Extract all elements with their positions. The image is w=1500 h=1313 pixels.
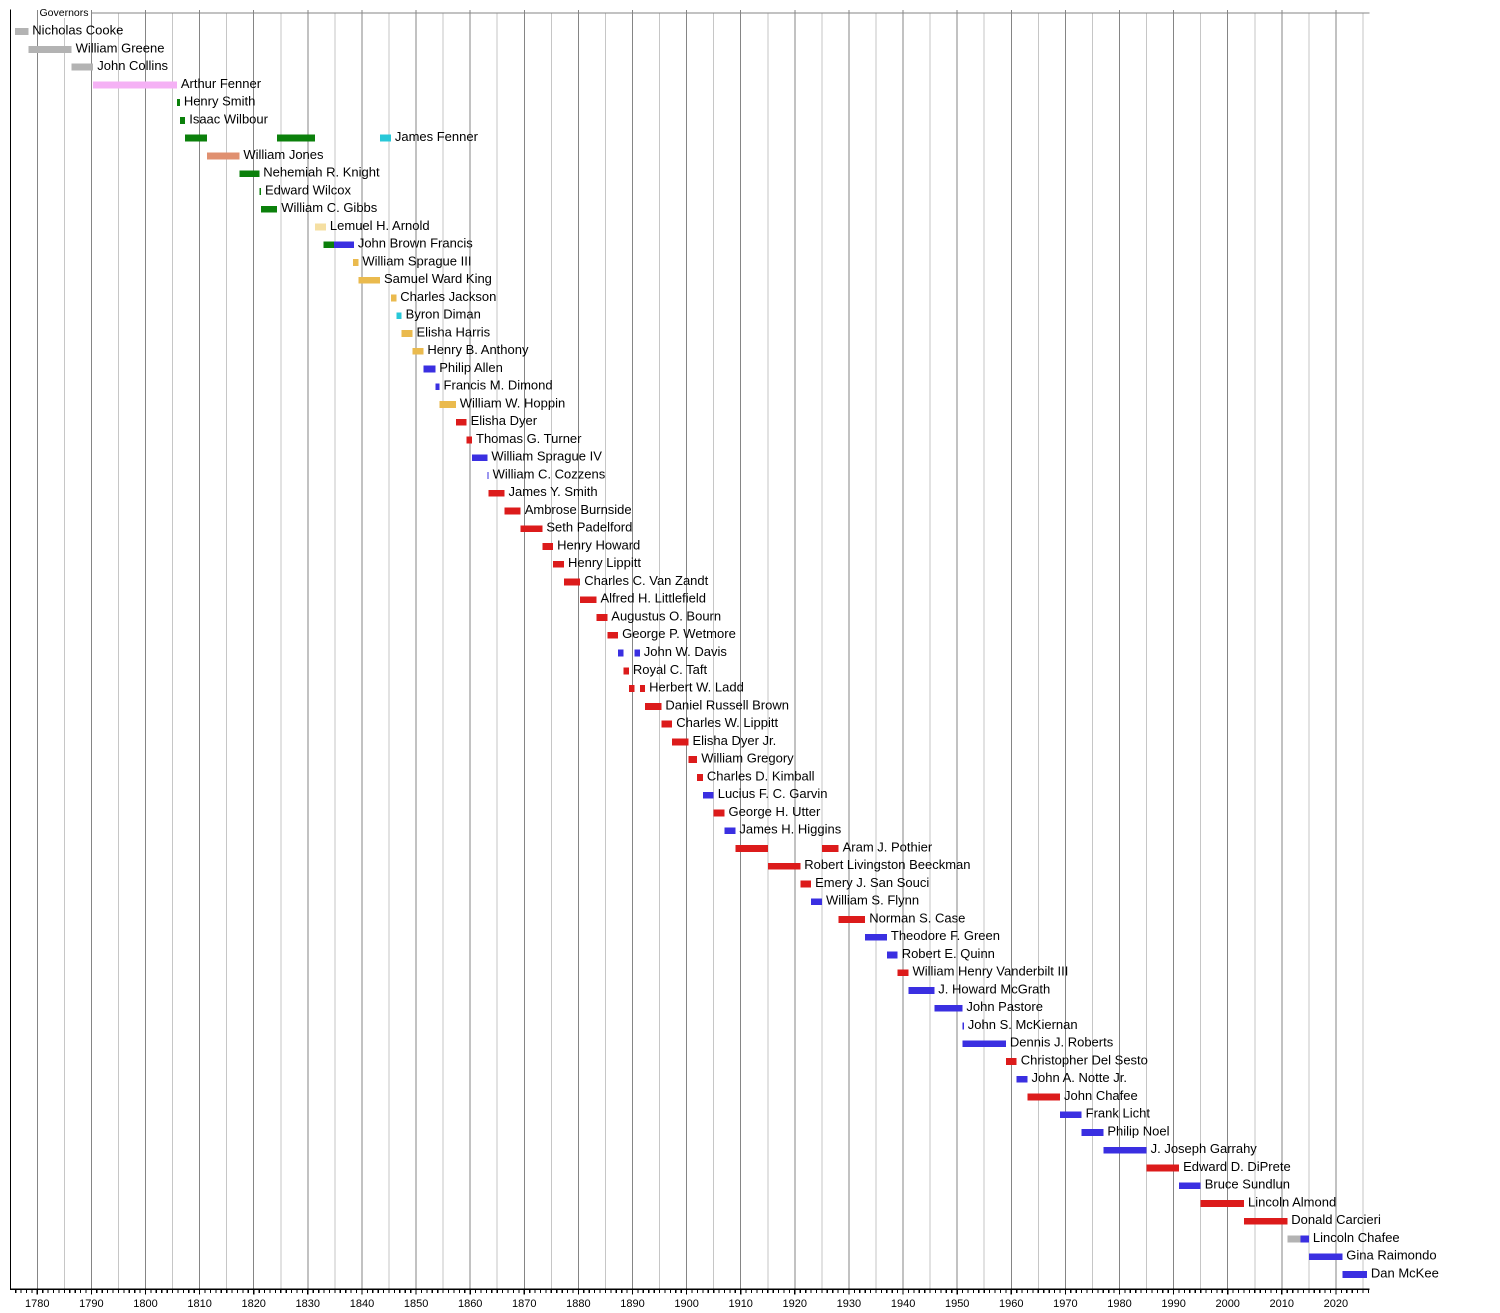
svg-text:William Gregory: William Gregory (701, 751, 794, 766)
svg-text:1790: 1790 (79, 1298, 103, 1308)
svg-text:1840: 1840 (350, 1298, 374, 1308)
svg-text:1780: 1780 (25, 1298, 49, 1308)
svg-text:Charles Jackson: Charles Jackson (400, 289, 496, 304)
svg-text:Lucius F. C. Garvin: Lucius F. C. Garvin (718, 786, 828, 801)
svg-text:1860: 1860 (458, 1298, 482, 1308)
svg-text:1910: 1910 (728, 1298, 752, 1308)
svg-text:John W. Davis: John W. Davis (644, 644, 728, 659)
svg-text:John S. McKiernan: John S. McKiernan (968, 1017, 1078, 1032)
svg-text:2010: 2010 (1270, 1298, 1294, 1308)
svg-text:Edward D. DiPrete: Edward D. DiPrete (1183, 1159, 1291, 1174)
svg-text:Philip Noel: Philip Noel (1107, 1123, 1169, 1138)
svg-text:Robert Livingston Beeckman: Robert Livingston Beeckman (804, 857, 970, 872)
svg-text:Lemuel H. Arnold: Lemuel H. Arnold (330, 218, 430, 233)
svg-text:Philip Allen: Philip Allen (439, 360, 503, 375)
svg-text:1940: 1940 (891, 1298, 915, 1308)
svg-text:Theodore F. Green: Theodore F. Green (891, 928, 1000, 943)
svg-text:J. Joseph Garrahy: J. Joseph Garrahy (1151, 1141, 1258, 1156)
svg-text:1970: 1970 (1053, 1298, 1077, 1308)
svg-text:Thomas G. Turner: Thomas G. Turner (476, 431, 582, 446)
svg-text:William Sprague III: William Sprague III (362, 253, 471, 268)
svg-text:1830: 1830 (296, 1298, 320, 1308)
svg-text:Seth Padelford: Seth Padelford (546, 520, 632, 535)
svg-text:Nehemiah R. Knight: Nehemiah R. Knight (263, 165, 380, 180)
svg-text:William Henry Vanderbilt III: William Henry Vanderbilt III (913, 964, 1069, 979)
svg-text:1900: 1900 (674, 1298, 698, 1308)
svg-text:1850: 1850 (404, 1298, 428, 1308)
svg-text:John A. Notte Jr.: John A. Notte Jr. (1032, 1070, 1127, 1085)
svg-text:Donald Carcieri: Donald Carcieri (1291, 1212, 1381, 1227)
svg-text:Royal C. Taft: Royal C. Taft (633, 662, 708, 677)
svg-text:John Chafee: John Chafee (1064, 1088, 1138, 1103)
svg-text:1980: 1980 (1107, 1298, 1131, 1308)
svg-text:John Pastore: John Pastore (966, 999, 1043, 1014)
svg-text:Bruce Sundlun: Bruce Sundlun (1205, 1177, 1290, 1192)
svg-text:1930: 1930 (837, 1298, 861, 1308)
svg-text:Norman S. Case: Norman S. Case (869, 910, 965, 925)
svg-text:Christopher Del Sesto: Christopher Del Sesto (1021, 1052, 1148, 1067)
svg-text:Augustus O. Bourn: Augustus O. Bourn (611, 608, 721, 623)
svg-text:Edward Wilcox: Edward Wilcox (265, 182, 351, 197)
svg-text:Nicholas Cooke: Nicholas Cooke (32, 23, 123, 38)
svg-text:Elisha Harris: Elisha Harris (416, 324, 490, 339)
svg-text:Henry Lippitt: Henry Lippitt (568, 555, 641, 570)
svg-text:Daniel Russell Brown: Daniel Russell Brown (665, 697, 789, 712)
svg-text:William W. Hoppin: William W. Hoppin (460, 395, 565, 410)
svg-text:Emery J. San Souci: Emery J. San Souci (815, 875, 929, 890)
svg-text:Lincoln Chafee: Lincoln Chafee (1313, 1230, 1400, 1245)
svg-text:William Jones: William Jones (243, 147, 324, 162)
svg-text:Elisha Dyer: Elisha Dyer (471, 413, 538, 428)
svg-text:1920: 1920 (783, 1298, 807, 1308)
svg-text:John Collins: John Collins (97, 58, 168, 73)
svg-text:1880: 1880 (566, 1298, 590, 1308)
svg-text:Arthur Fenner: Arthur Fenner (181, 76, 262, 91)
svg-text:James Fenner: James Fenner (395, 129, 479, 144)
svg-text:Henry B. Anthony: Henry B. Anthony (427, 342, 529, 357)
svg-text:1810: 1810 (187, 1298, 211, 1308)
svg-text:William Sprague IV: William Sprague IV (491, 449, 602, 464)
svg-text:Gina Raimondo: Gina Raimondo (1346, 1248, 1436, 1263)
svg-text:1990: 1990 (1161, 1298, 1185, 1308)
svg-text:George P. Wetmore: George P. Wetmore (622, 626, 736, 641)
svg-text:George H. Utter: George H. Utter (729, 804, 821, 819)
svg-text:1800: 1800 (133, 1298, 157, 1308)
svg-text:Frank Licht: Frank Licht (1086, 1106, 1151, 1121)
svg-text:2000: 2000 (1215, 1298, 1239, 1308)
svg-text:1950: 1950 (945, 1298, 969, 1308)
svg-text:1960: 1960 (999, 1298, 1023, 1308)
svg-text:Elisha Dyer Jr.: Elisha Dyer Jr. (692, 733, 776, 748)
svg-text:Dan McKee: Dan McKee (1371, 1265, 1439, 1280)
svg-text:2020: 2020 (1324, 1298, 1348, 1308)
svg-text:1870: 1870 (512, 1298, 536, 1308)
svg-text:Governors: Governors (40, 7, 89, 19)
svg-text:Henry Howard: Henry Howard (557, 537, 640, 552)
svg-text:William C. Cozzens: William C. Cozzens (493, 466, 606, 481)
svg-text:J. Howard McGrath: J. Howard McGrath (938, 981, 1050, 996)
svg-text:Lincoln Almond: Lincoln Almond (1248, 1194, 1336, 1209)
svg-text:Henry Smith: Henry Smith (184, 94, 256, 109)
svg-text:Robert E. Quinn: Robert E. Quinn (902, 946, 995, 961)
svg-text:1890: 1890 (620, 1298, 644, 1308)
svg-text:Ambrose Burnside: Ambrose Burnside (525, 502, 632, 517)
svg-text:William Greene: William Greene (76, 40, 165, 55)
svg-text:Charles C. Van Zandt: Charles C. Van Zandt (584, 573, 708, 588)
svg-text:Herbert W. Ladd: Herbert W. Ladd (649, 680, 744, 695)
svg-text:William C. Gibbs: William C. Gibbs (281, 200, 378, 215)
svg-text:John Brown Francis: John Brown Francis (358, 236, 473, 251)
svg-text:Francis M. Dimond: Francis M. Dimond (444, 378, 553, 393)
svg-text:Samuel Ward King: Samuel Ward King (384, 271, 492, 286)
svg-text:James Y. Smith: James Y. Smith (508, 484, 597, 499)
svg-text:Alfred H. Littlefield: Alfred H. Littlefield (600, 591, 706, 606)
svg-text:Charles W. Lippitt: Charles W. Lippitt (676, 715, 778, 730)
svg-text:Byron Diman: Byron Diman (406, 307, 481, 322)
svg-text:1820: 1820 (241, 1298, 265, 1308)
svg-text:Dennis J. Roberts: Dennis J. Roberts (1010, 1035, 1114, 1050)
svg-text:Charles D. Kimball: Charles D. Kimball (707, 768, 815, 783)
svg-text:William S. Flynn: William S. Flynn (826, 893, 919, 908)
svg-text:James H. Higgins: James H. Higgins (739, 822, 841, 837)
svg-text:Aram J. Pothier: Aram J. Pothier (843, 839, 933, 854)
svg-text:Isaac Wilbour: Isaac Wilbour (189, 111, 268, 126)
